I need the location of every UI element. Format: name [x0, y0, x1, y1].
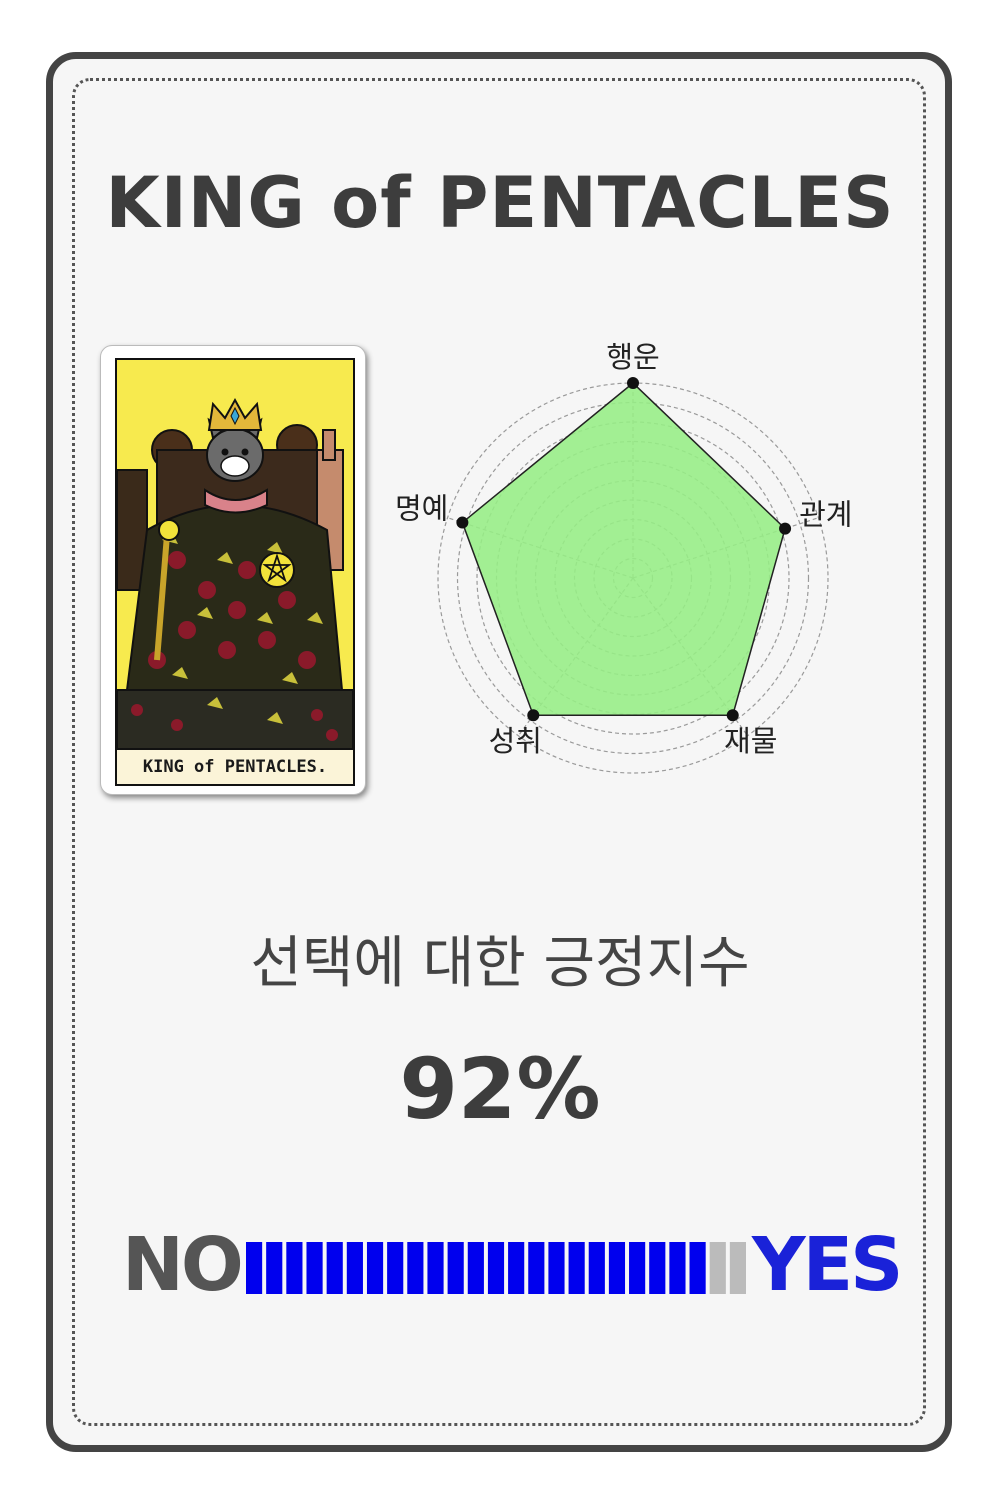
dotted-border [72, 78, 926, 1426]
meter-segment [387, 1242, 404, 1294]
meter-segment [709, 1242, 726, 1294]
meter-segment [588, 1242, 605, 1294]
meter-segment [568, 1242, 585, 1294]
meter-segment [266, 1242, 283, 1294]
meter-segment [246, 1242, 263, 1294]
meter-segment [508, 1242, 525, 1294]
radar-point [456, 516, 469, 529]
meter-segment [548, 1242, 565, 1294]
meter-segment [366, 1242, 384, 1294]
king-cat-illustration [117, 360, 353, 750]
radar-point [779, 522, 792, 535]
page-title: KING of PENTACLES [105, 162, 895, 244]
meter-segment [669, 1242, 686, 1294]
meter-segment [447, 1242, 464, 1294]
radar-axis-label: 행운 [606, 340, 659, 374]
meter-yes-label: YES [752, 1222, 903, 1308]
meter-segment [427, 1242, 444, 1294]
meter-segment [346, 1242, 363, 1294]
meter-segment [528, 1242, 545, 1294]
meter-segment [306, 1242, 323, 1294]
meter-segment [629, 1242, 646, 1294]
meter-segment [487, 1242, 505, 1294]
meter-segment [649, 1242, 666, 1294]
radar-axis-label: 성취 [489, 724, 542, 758]
yes-no-meter [246, 1242, 746, 1294]
tarot-card: KING of PENTACLES. [100, 345, 366, 795]
meter-segment [608, 1242, 626, 1294]
radar-ring [476, 421, 790, 735]
meter-segment [467, 1242, 484, 1294]
meter-segment [326, 1242, 343, 1294]
radar-axis-label: 관계 [799, 498, 852, 532]
radar-axis-label: 재물 [724, 724, 777, 758]
radar-area [461, 381, 786, 716]
meter-no-label: NO [122, 1222, 244, 1308]
tarot-card-label: KING of PENTACLES. [117, 748, 353, 784]
score-caption: 선택에 대한 긍정지수 [250, 931, 750, 996]
tarot-card-illustration: KING of PENTACLES. [115, 358, 355, 786]
radar-point [726, 709, 739, 722]
meter-segment [286, 1242, 303, 1294]
meter-segment [729, 1242, 746, 1294]
score-value: 92% [399, 1040, 601, 1138]
radar-axis-label: 명예 [395, 492, 448, 526]
meter-segment [407, 1242, 424, 1294]
meter-segment [689, 1242, 706, 1294]
radar-point [627, 377, 639, 389]
radar-point [527, 709, 540, 722]
radar-points [456, 377, 792, 722]
